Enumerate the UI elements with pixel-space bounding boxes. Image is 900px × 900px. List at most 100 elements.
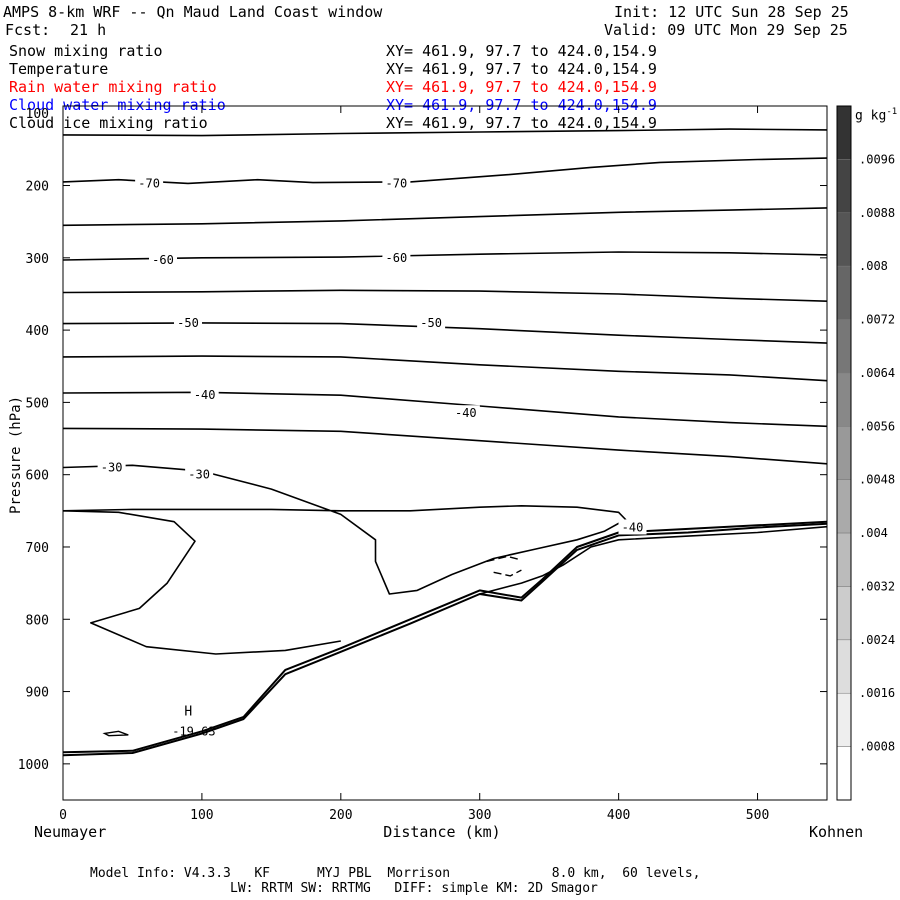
small-closed-contour xyxy=(102,730,129,737)
field-xy: XY= 461.9, 97.7 to 424.0,154.9 xyxy=(386,78,657,96)
colorbar-box xyxy=(836,319,852,374)
colorbar-box xyxy=(836,639,852,694)
extremum-marker: H -19.63 xyxy=(172,705,215,739)
contour-label-bg xyxy=(135,175,164,191)
contour-label-bg xyxy=(185,466,214,482)
extremum-label: H xyxy=(184,705,192,720)
contour-line xyxy=(62,427,828,465)
colorbar-box xyxy=(836,426,852,480)
colorbar-tick-label: .0072 xyxy=(859,313,895,327)
contour-label: -70 xyxy=(138,176,160,190)
contour-label: -60 xyxy=(152,253,174,267)
extremum-value: -19.63 xyxy=(172,725,215,739)
contour-line xyxy=(62,207,828,227)
dashed-contour xyxy=(486,555,522,563)
x-tick-label: 300 xyxy=(468,808,491,823)
x-end-label: Kohnen xyxy=(809,823,863,841)
x-axis: 0 100 200 300 400 500 xyxy=(59,106,769,823)
contour-line xyxy=(62,157,828,185)
contour-line xyxy=(62,522,828,757)
y-tick-label: 700 xyxy=(26,541,49,556)
colorbar-tick-label: .0064 xyxy=(859,366,895,380)
colorbar-frame xyxy=(836,105,852,801)
x-tick-label: 200 xyxy=(329,808,352,823)
x-tick-label: 500 xyxy=(746,808,769,823)
contour-label: -50 xyxy=(420,316,442,330)
contour-label: -50 xyxy=(177,316,199,330)
contour-label-bg xyxy=(174,314,203,330)
y-axis: 200 300 400 500 600 700 800 900 1000 100 xyxy=(18,107,827,773)
field-xy: XY= 461.9, 97.7 to 424.0,154.9 xyxy=(386,96,657,114)
contour-label-bg xyxy=(382,175,411,191)
contour-label-bg xyxy=(451,405,480,421)
contour-line xyxy=(62,510,341,655)
contour-label: -70 xyxy=(386,176,408,190)
field-name: Cloud ice mixing ratio xyxy=(9,114,208,132)
field-name: Cloud water mixing ratio xyxy=(9,96,226,114)
forecast-label: Fcst: xyxy=(5,21,51,39)
dashed-contour xyxy=(493,569,522,577)
contour-line xyxy=(62,464,627,595)
colorbar-box xyxy=(836,692,852,747)
valid-time: Valid: 09 UTC Mon 29 Sep 25 xyxy=(604,21,848,39)
colorbar: .0096 .0088 .008 .0072 .0064 .0056 .0048 .004 .0… xyxy=(836,105,895,801)
colorbar-box xyxy=(836,105,852,160)
field-xy: XY= 461.9, 97.7 to 424.0,154.9 xyxy=(386,60,657,78)
contour-label: -40 xyxy=(622,520,644,534)
colorbar-tick-label: .0048 xyxy=(859,473,895,487)
colorbar-tick-label: .0032 xyxy=(859,579,895,593)
colorbar-tick-label: .0008 xyxy=(859,740,895,754)
y-tick-label: 400 xyxy=(26,324,49,339)
contour-label: -40 xyxy=(194,388,216,402)
colorbar-tick-label: .004 xyxy=(859,526,888,540)
contour-labels: -70 -70 -60 -60 -50 -50 -40 -40 -40 -30 -30 xyxy=(97,175,647,535)
colorbar-unit: g kg-1 xyxy=(855,107,898,124)
y-axis-label: Pressure (hPa) xyxy=(8,396,24,514)
colorbar-tick-label: .0096 xyxy=(859,152,895,166)
contour-label-bg xyxy=(382,249,411,265)
colorbar-box xyxy=(836,586,852,641)
model-info-2: LW: RRTM SW: RRTMG DIFF: simple KM: 2D S… xyxy=(230,881,598,896)
contour-label-bg xyxy=(618,519,647,535)
contour-line xyxy=(62,128,828,137)
x-tick-label: 400 xyxy=(607,808,630,823)
contour-label: -40 xyxy=(455,406,477,420)
y-tick-label: 900 xyxy=(26,686,49,701)
colorbar-box xyxy=(836,746,852,801)
contour-label: -60 xyxy=(386,251,408,265)
x-axis-label: Distance (km) xyxy=(383,823,500,841)
x-tick-label: 0 xyxy=(59,808,67,823)
forecast-value: 21 h xyxy=(70,21,107,39)
init-time: Init: 12 UTC Sun 28 Sep 25 xyxy=(614,3,849,21)
contour-label-bg xyxy=(149,251,178,267)
contour-line xyxy=(62,289,828,302)
y-tick-label: 200 xyxy=(26,180,49,195)
contour-line xyxy=(62,355,828,382)
contour-label-bg xyxy=(97,459,126,475)
field-name: Rain water mixing ratio xyxy=(9,78,217,96)
contour-line xyxy=(62,520,828,754)
colorbar-box xyxy=(836,372,852,427)
colorbar-tick-label: .008 xyxy=(859,259,888,273)
contour-line xyxy=(62,391,828,428)
contour-label: -30 xyxy=(101,460,123,474)
contour-label: -30 xyxy=(188,468,210,482)
contour-line xyxy=(62,251,828,261)
x-tick-label: 100 xyxy=(190,808,213,823)
x-start-label: Neumayer xyxy=(34,823,106,841)
y-tick-label: 500 xyxy=(26,396,49,411)
contour-label-bg xyxy=(417,314,446,330)
colorbar-box xyxy=(836,159,852,214)
colorbar-tick-label: .0016 xyxy=(859,686,895,700)
contour-lines xyxy=(62,128,828,757)
colorbar-box xyxy=(836,212,852,267)
colorbar-box xyxy=(836,265,852,320)
model-info: Model Info: V4.3.3 KF MYJ PBL Morrison 8… xyxy=(90,866,701,881)
chart-title: AMPS 8-km WRF -- Qn Maud Land Coast wind… xyxy=(3,3,383,21)
colorbar-tick-label: .0056 xyxy=(859,419,895,433)
colorbar-box xyxy=(836,479,852,534)
field-name: Snow mixing ratio xyxy=(9,42,163,60)
y-tick-label: 800 xyxy=(26,613,49,628)
y-tick-label: 1000 xyxy=(18,758,49,773)
